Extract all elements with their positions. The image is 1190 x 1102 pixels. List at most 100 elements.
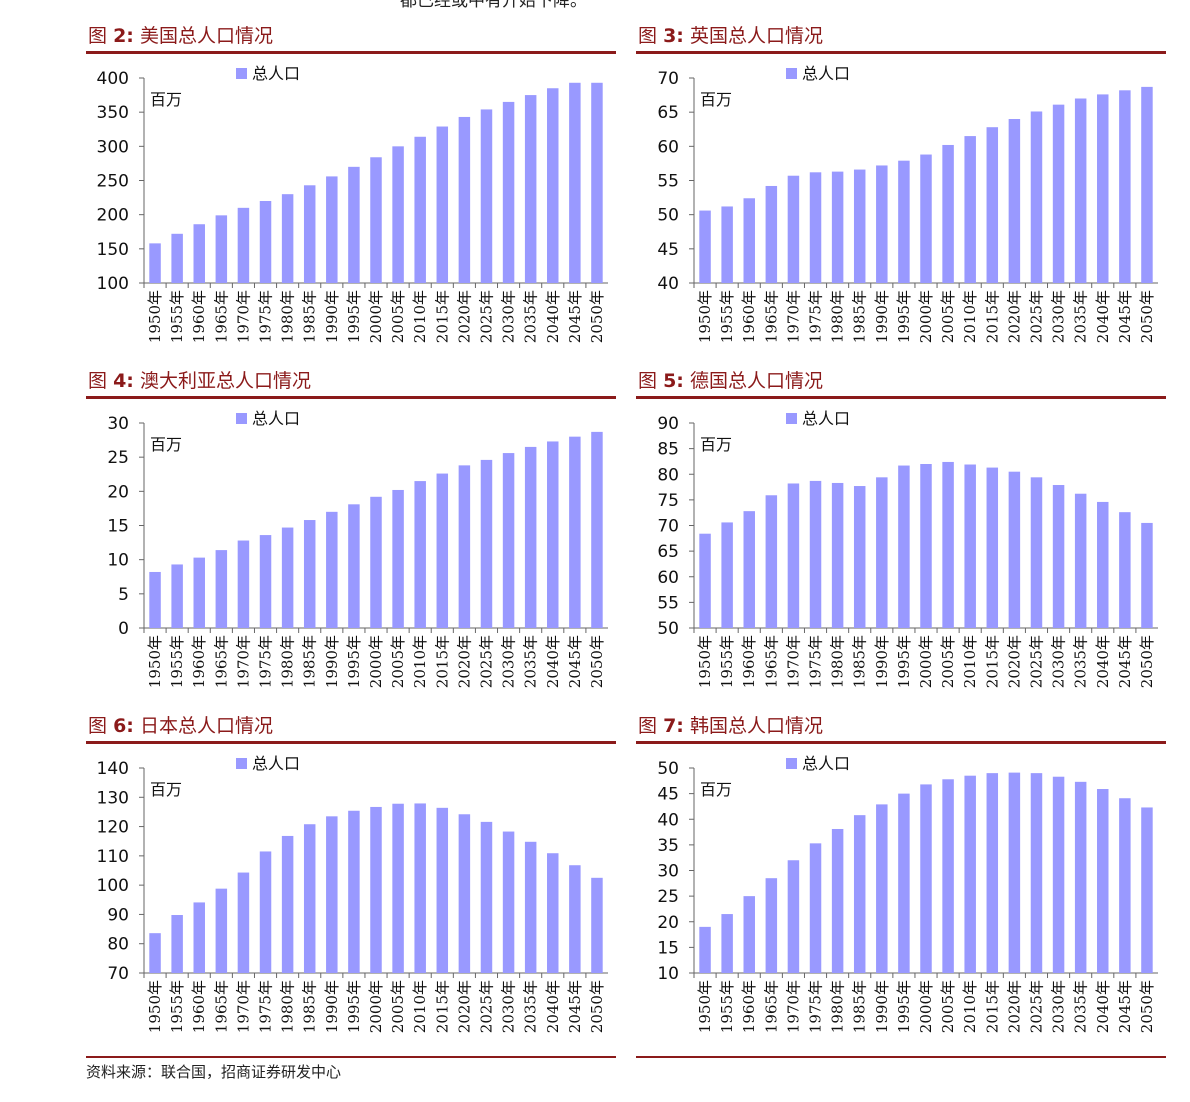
x-tick-label: 1985年 [301, 980, 319, 1033]
legend-label: 总人口 [802, 754, 850, 773]
x-tick-label: 1985年 [301, 290, 319, 343]
x-tick-label: 2020年 [455, 635, 473, 688]
bar [1119, 798, 1131, 973]
chart-panel-australia: 图 4: 澳大利亚总人口情况 0 5 10 15 20 25 30 1950年 1955年 196… [86, 367, 616, 707]
x-tick-label: 1980年 [829, 290, 847, 343]
bottom-rule-right [636, 1056, 1166, 1058]
x-tick-label: 2035年 [522, 290, 540, 343]
bar [215, 888, 228, 973]
bar [1008, 471, 1021, 628]
figure-number: 6: [113, 715, 134, 737]
legend-label: 总人口 [252, 64, 300, 83]
y-tick-label: 85 [657, 440, 679, 460]
x-tick-label: 2040年 [1094, 290, 1112, 343]
bar [1074, 493, 1087, 628]
x-tick-label: 1980年 [829, 635, 847, 688]
y-tick-label: 55 [657, 172, 679, 192]
x-tick-label: 1965年 [762, 980, 780, 1033]
bar [1097, 789, 1109, 973]
bar-chart: 70 80 90 100 110 120 130 140 1950年 1955年 1960年 1965… [97, 754, 608, 1033]
figure-title: 澳大利亚总人口情况 [139, 370, 311, 392]
x-tick-label: 2025年 [1027, 635, 1045, 688]
x-tick-label: 2015年 [433, 290, 451, 343]
x-tick-label: 1980年 [279, 980, 297, 1033]
y-tick-label: 250 [97, 172, 129, 192]
y-tick-label: 65 [657, 103, 679, 123]
x-tick-label: 2025年 [477, 980, 495, 1033]
x-tick-label: 1950年 [696, 980, 714, 1033]
x-tick-label: 1995年 [345, 980, 363, 1033]
x-tick-label: 1970年 [234, 635, 252, 688]
bar [876, 804, 888, 973]
figure-title: 日本总人口情况 [139, 715, 273, 737]
bar [392, 803, 404, 973]
y-tick-label: 70 [657, 69, 679, 89]
caption-rule [636, 51, 1166, 54]
source-note: 资料来源：联合国，招商证券研发中心 [86, 1063, 342, 1081]
x-tick-label: 2005年 [939, 980, 957, 1033]
x-tick-label: 2015年 [433, 980, 451, 1033]
bar [569, 865, 581, 973]
x-tick-label: 2000年 [367, 635, 385, 688]
y-tick-label: 70 [107, 964, 129, 984]
figure-number: 4: [113, 370, 134, 392]
bar [699, 926, 711, 973]
bar [348, 810, 360, 973]
x-tick-label: 1960年 [190, 635, 208, 688]
bar [1008, 772, 1021, 973]
y-tick-label: 45 [657, 785, 679, 805]
y-tick-label: 5 [118, 585, 129, 605]
x-tick-label: 2040年 [544, 980, 562, 1033]
bar [171, 915, 183, 973]
x-tick-label: 2020年 [1005, 635, 1023, 688]
legend-label: 总人口 [802, 409, 850, 428]
x-tick-label: 2005年 [939, 290, 957, 343]
x-tick-label: 2005年 [939, 635, 957, 688]
bar [721, 914, 733, 973]
x-tick-label: 2045年 [1116, 980, 1134, 1033]
x-tick-label: 1960年 [190, 290, 208, 343]
legend-swatch [236, 413, 247, 424]
bar [326, 511, 338, 628]
x-tick-label: 2015年 [433, 635, 451, 688]
y-tick-label: 60 [657, 568, 679, 588]
bar [787, 483, 800, 628]
y-tick-label: 10 [107, 551, 129, 571]
x-tick-label: 2020年 [1005, 290, 1023, 343]
bar [281, 527, 294, 628]
y-tick-label: 50 [657, 206, 679, 226]
x-tick-label: 2040年 [544, 290, 562, 343]
bar [876, 477, 888, 628]
x-tick-label: 1975年 [257, 980, 275, 1033]
x-tick-label: 1995年 [345, 290, 363, 343]
x-tick-label: 2035年 [522, 980, 540, 1033]
x-tick-label: 1950年 [146, 635, 164, 688]
y-tick-label: 15 [107, 517, 129, 537]
bar [787, 860, 800, 973]
legend-swatch [786, 413, 797, 424]
x-tick-label: 2025年 [477, 635, 495, 688]
x-tick-label: 1985年 [851, 290, 869, 343]
legend-swatch [786, 758, 797, 769]
x-tick-label: 2010年 [961, 980, 979, 1033]
figure-caption: 图 6: 日本总人口情况 [88, 712, 273, 740]
x-tick-label: 1985年 [851, 980, 869, 1033]
y-tick-label: 65 [657, 542, 679, 562]
bar [809, 172, 822, 283]
y-tick-label: 50 [657, 759, 679, 779]
x-tick-label: 1960年 [190, 980, 208, 1033]
bar [1074, 98, 1087, 283]
bar [193, 224, 205, 283]
x-tick-label: 2050年 [1138, 980, 1156, 1033]
x-tick-label: 1965年 [212, 290, 230, 343]
x-tick-label: 2050年 [1138, 290, 1156, 343]
x-tick-label: 2050年 [588, 290, 606, 343]
y-tick-label: 60 [657, 137, 679, 157]
bar [1119, 90, 1131, 283]
figure-prefix: 图 [638, 25, 658, 47]
y-tick-label: 90 [657, 414, 679, 434]
bar [171, 233, 183, 283]
bar [591, 877, 603, 973]
bar [591, 431, 603, 628]
